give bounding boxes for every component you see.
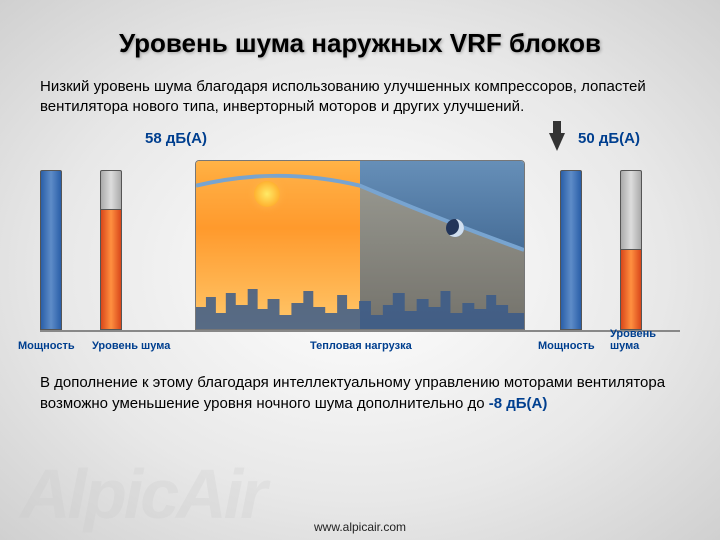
city-skyline [196,285,524,329]
bar-right-power [560,170,582,330]
bar-left-noise-shell [100,170,122,330]
intro-text: Низкий уровень шума благодаря использова… [40,77,680,118]
outro-highlight: -8 дБ(А) [489,395,548,412]
bar-left-noise-fill [101,209,121,329]
down-arrow-icon [549,133,565,151]
db-right-label: 50 дБ(А) [578,130,640,147]
outro-pre: В дополнение к этому благодаря интеллект… [40,374,665,412]
slide-title: Уровень шума наружных VRF блоков [40,28,680,59]
bar-left-power [40,170,62,330]
sun-icon [254,181,280,207]
label-noise-right: Уровень шума [610,328,680,352]
moon-icon [446,219,464,237]
baseline [40,330,680,332]
label-power-left: Мощность [18,340,75,352]
outro-text: В дополнение к этому благодаря интеллект… [40,372,680,414]
label-power-right: Мощность [538,340,595,352]
label-noise-left: Уровень шума [92,340,170,352]
bar-right-noise-shell [620,170,642,330]
bar-right-noise-fill [621,249,641,329]
label-heat: Тепловая нагрузка [310,340,412,352]
db-left-label: 58 дБ(А) [145,130,207,147]
footer-url: www.alpicair.com [0,520,720,534]
noise-diagram: 58 дБ(А) 50 дБ(А) Мо [40,128,680,358]
heat-load-scene [195,160,525,330]
